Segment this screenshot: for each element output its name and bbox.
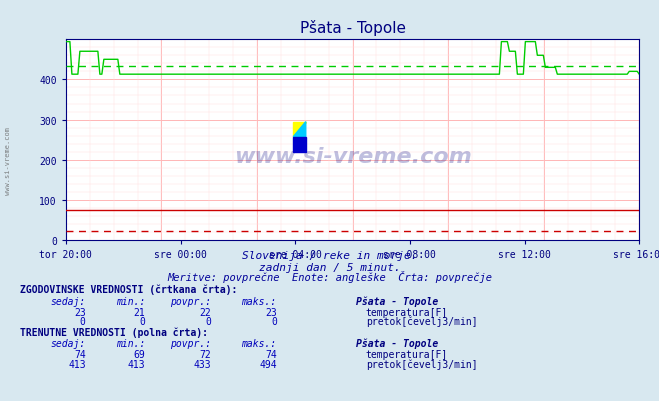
Text: 0: 0: [80, 316, 86, 326]
Text: maks.:: maks.:: [242, 338, 277, 348]
Text: Pšata - Topole: Pšata - Topole: [356, 337, 438, 348]
Text: pretok[čevelj3/min]: pretok[čevelj3/min]: [366, 316, 477, 326]
Text: 74: 74: [265, 349, 277, 359]
Text: Meritve: povprečne  Enote: angleške  Črta: povprečje: Meritve: povprečne Enote: angleške Črta:…: [167, 271, 492, 283]
Text: TRENUTNE VREDNOSTI (polna črta):: TRENUTNE VREDNOSTI (polna črta):: [20, 326, 208, 337]
Text: 494: 494: [259, 359, 277, 369]
Text: 433: 433: [193, 359, 211, 369]
Title: Pšata - Topole: Pšata - Topole: [300, 20, 405, 36]
Text: pretok[čevelj3/min]: pretok[čevelj3/min]: [366, 358, 477, 369]
Text: 0: 0: [205, 316, 211, 326]
Text: zadnji dan / 5 minut.: zadnji dan / 5 minut.: [258, 262, 401, 272]
Text: 69: 69: [133, 349, 145, 359]
Text: 74: 74: [74, 349, 86, 359]
Text: www.si-vreme.com: www.si-vreme.com: [5, 126, 11, 194]
Text: 23: 23: [74, 307, 86, 317]
Text: ZGODOVINSKE VREDNOSTI (črtkana črta):: ZGODOVINSKE VREDNOSTI (črtkana črta):: [20, 284, 237, 295]
Text: maks.:: maks.:: [242, 296, 277, 306]
Text: sedaj:: sedaj:: [51, 296, 86, 306]
Text: 21: 21: [133, 307, 145, 317]
Text: Pšata - Topole: Pšata - Topole: [356, 296, 438, 306]
Text: Slovenija / reke in morje.: Slovenija / reke in morje.: [242, 251, 417, 261]
Text: min.:: min.:: [115, 296, 145, 306]
Text: 0: 0: [271, 316, 277, 326]
Text: 23: 23: [265, 307, 277, 317]
Text: sedaj:: sedaj:: [51, 338, 86, 348]
Text: povpr.:: povpr.:: [170, 296, 211, 306]
Text: www.si-vreme.com: www.si-vreme.com: [234, 146, 471, 166]
Text: 413: 413: [68, 359, 86, 369]
Text: temperatura[F]: temperatura[F]: [366, 307, 448, 317]
Text: povpr.:: povpr.:: [170, 338, 211, 348]
Text: 0: 0: [139, 316, 145, 326]
Text: 22: 22: [199, 307, 211, 317]
Text: 413: 413: [127, 359, 145, 369]
Text: min.:: min.:: [115, 338, 145, 348]
Text: 72: 72: [199, 349, 211, 359]
Text: temperatura[F]: temperatura[F]: [366, 349, 448, 359]
